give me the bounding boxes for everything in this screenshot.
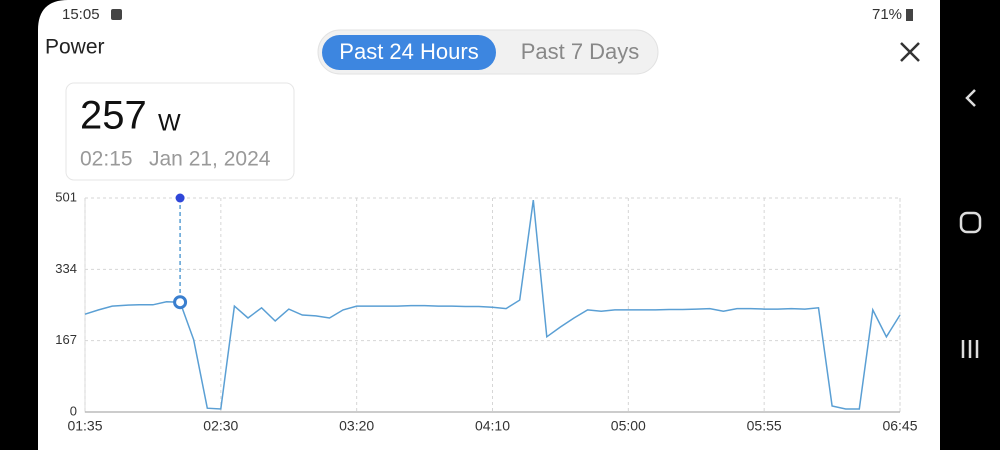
y-tick-label: 501 [55,189,77,204]
x-tick-label: 01:35 [67,418,102,434]
data-line [84,199,901,410]
x-tick-label: 05:55 [747,418,782,434]
nav-back[interactable] [965,89,976,107]
tooltip-date: Jan 21, 2024 [149,148,271,171]
y-tick-label: 0 [70,403,77,418]
notification-icon [111,9,122,20]
tab-label[interactable]: Past 24 Hours [339,39,478,64]
tooltip-card [65,82,295,181]
tab-selected[interactable] [322,35,496,70]
x-tick-label: 03:20 [339,418,374,434]
nav-home[interactable] [959,211,982,234]
x-tick-label: 05:00 [611,418,646,434]
status-time: 15:05 [62,6,100,23]
tooltip-value: 257 [80,94,147,138]
close-button[interactable] [900,42,920,62]
battery-icon [906,9,913,21]
status-battery: 71% [872,6,902,23]
x-tick-label: 04:10 [475,418,510,434]
chart: 0 167 334 501 01:35 02:30 03:20 04:10 05:00 05:55… [55,189,917,433]
tooltip-unit: W [158,109,181,136]
tab-label[interactable]: Past 7 Days [521,39,640,64]
y-tick-label: 167 [55,332,77,347]
page-title: Power [45,36,105,59]
x-tick-label: 06:45 [882,418,917,434]
y-tick-label: 334 [55,261,77,276]
selected-point [173,295,188,310]
selection-handle [175,193,185,203]
x-tick-label: 02:30 [203,418,238,434]
nav-recent[interactable] [961,340,979,358]
tooltip-time: 02:15 [80,148,133,171]
